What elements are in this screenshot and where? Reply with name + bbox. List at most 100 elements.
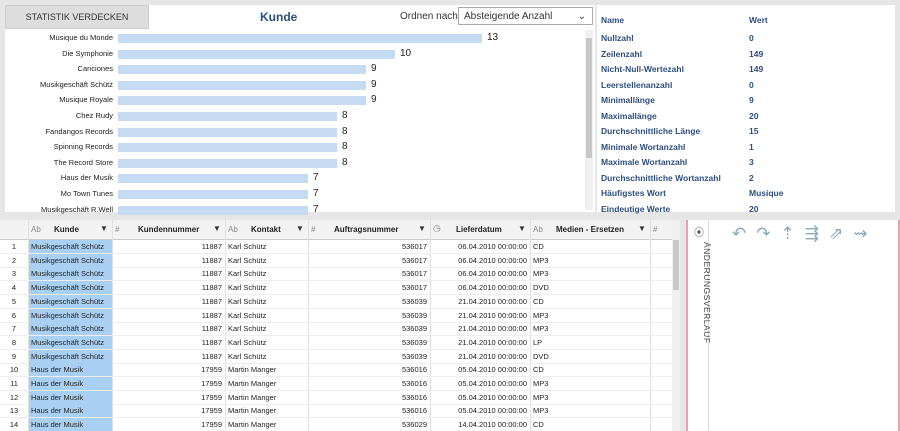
- column-name[interactable]: Auftragsnummer: [334, 225, 399, 234]
- row-number: 5: [11, 296, 17, 306]
- cell: Musikgeschäft Schütz: [31, 242, 104, 251]
- cell: Martin Manger: [228, 379, 277, 388]
- cell: Haus der Musik: [31, 379, 84, 388]
- column-dropdown[interactable]: ▼: [418, 224, 426, 233]
- scroll-thumb[interactable]: [586, 38, 592, 158]
- cell: DVD: [533, 283, 549, 293]
- cell: CD: [533, 242, 544, 251]
- cell: 05.04.2010 00:00:00: [458, 392, 527, 402]
- column-divider: [112, 220, 113, 431]
- bar-value: 9: [371, 63, 377, 75]
- cell: Karl Schütz: [228, 269, 267, 279]
- grid-header: [0, 220, 680, 240]
- row-number: 9: [11, 351, 17, 361]
- column-dropdown[interactable]: ▼: [296, 224, 304, 233]
- row-number: 13: [9, 406, 19, 416]
- cell: 17959: [201, 365, 222, 375]
- cell: Martin Manger: [228, 365, 277, 375]
- column-dropdown[interactable]: ▼: [638, 224, 646, 233]
- column-dropdown[interactable]: ▼: [100, 224, 108, 233]
- bar: [118, 112, 337, 121]
- cell: 05.04.2010 00:00:00: [458, 406, 527, 416]
- stat-name: Minimallänge: [601, 95, 655, 105]
- column-type: Ab: [31, 225, 41, 234]
- stats-header: Name: [601, 15, 625, 25]
- bar-label: Haus der Musik: [60, 173, 113, 183]
- cell: DVD: [533, 351, 549, 361]
- cell: 536039: [401, 296, 427, 306]
- stat-value: 3: [749, 157, 754, 167]
- column-name[interactable]: Kontakt: [251, 225, 281, 234]
- column-name[interactable]: Medien - Ersetzen: [556, 225, 625, 234]
- cell: 11887: [201, 269, 222, 279]
- sort-dropdown[interactable]: Absteigende Anzahl ⌄: [458, 7, 593, 25]
- kunde-cell-bg: [29, 267, 112, 281]
- stat-value: 0: [749, 33, 754, 43]
- stat-name: Eindeutige Werte: [601, 203, 671, 214]
- grid-scrollbar[interactable]: [672, 220, 680, 431]
- row-line: [0, 280, 680, 282]
- chart-panel: STATISTIK VERDECKEN Kunde Ordnen nach Ab…: [5, 5, 595, 215]
- cell: MP3: [533, 406, 549, 416]
- column-divider: [308, 220, 309, 431]
- column-dropdown[interactable]: ▼: [518, 224, 526, 233]
- row-number: 8: [11, 337, 17, 347]
- column-dropdown[interactable]: ▼: [213, 224, 221, 233]
- scrollbar[interactable]: [585, 30, 593, 210]
- cell: Musikgeschäft Schütz: [31, 351, 104, 361]
- sort-value: Absteigende Anzahl: [464, 11, 553, 22]
- column-name[interactable]: Kunde: [54, 225, 79, 234]
- cell: Karl Schütz: [228, 324, 267, 334]
- kunde-cell-bg: [29, 322, 112, 336]
- cell: 536017: [401, 255, 427, 265]
- bar: [118, 143, 337, 153]
- cell: Karl Schütz: [228, 283, 267, 293]
- row-line: [0, 321, 680, 323]
- stat-name: Nicht-Null-Wertezahl: [601, 64, 684, 74]
- stat-value: Musique: [749, 188, 784, 198]
- cell: CD: [533, 296, 544, 306]
- row-line: [0, 253, 680, 254]
- row-line: [0, 403, 680, 405]
- kunde-cell-bg: [29, 418, 112, 431]
- bar-label: Musique du Monde: [49, 33, 113, 42]
- bar: [118, 190, 308, 199]
- bar-label: Canciones: [77, 64, 113, 74]
- cell: Musikgeschäft Schütz: [31, 337, 104, 347]
- bar-label: Musikgeschäft R.Well: [41, 204, 113, 214]
- cell: Martin Manger: [228, 420, 277, 430]
- row-line: [0, 266, 680, 268]
- cell: 11887: [201, 283, 222, 293]
- cell: 536016: [401, 406, 427, 416]
- row-number: 2: [11, 255, 17, 265]
- column-name[interactable]: Lieferdatum: [456, 225, 502, 234]
- bar-label: Die Symphonie: [62, 48, 113, 58]
- divider: [708, 220, 709, 431]
- kunde-cell-bg: [29, 308, 112, 322]
- hide-stats-button[interactable]: STATISTIK VERDECKEN: [5, 5, 149, 29]
- cell: 14.04.2010 00:00:00: [458, 420, 527, 430]
- bar-label: Mo Town Tunes: [60, 189, 113, 198]
- history-toolbar[interactable]: ↶↷⇡⇶⇗⇝: [732, 224, 878, 243]
- stat-name: Nullzahl: [601, 33, 634, 43]
- cell: 21.04.2010 00:00:00: [458, 324, 527, 334]
- column-divider: [650, 220, 651, 431]
- grid-scroll-thumb[interactable]: [673, 240, 679, 290]
- cell: MP3: [533, 324, 549, 334]
- cell: Musikgeschäft Schütz: [31, 255, 104, 265]
- cell: 05.04.2010 00:00:00: [458, 379, 527, 388]
- cell: 536029: [401, 420, 427, 430]
- column-name[interactable]: Kundennummer: [138, 225, 200, 234]
- cell: 17959: [201, 406, 222, 416]
- kunde-cell-bg: [29, 404, 112, 418]
- kunde-cell-bg: [29, 335, 112, 349]
- pin-icon[interactable]: ⦿: [694, 228, 704, 239]
- bar: [118, 127, 337, 137]
- cell: Martin Manger: [228, 406, 277, 416]
- cell: 536017: [401, 242, 427, 251]
- cell: 11887: [201, 324, 222, 334]
- row-line: [0, 417, 680, 419]
- bar-value: 8: [342, 125, 348, 137]
- stat-name: Durchschnittliche Länge: [601, 126, 701, 136]
- stat-name: Minimale Wortanzahl: [601, 141, 686, 152]
